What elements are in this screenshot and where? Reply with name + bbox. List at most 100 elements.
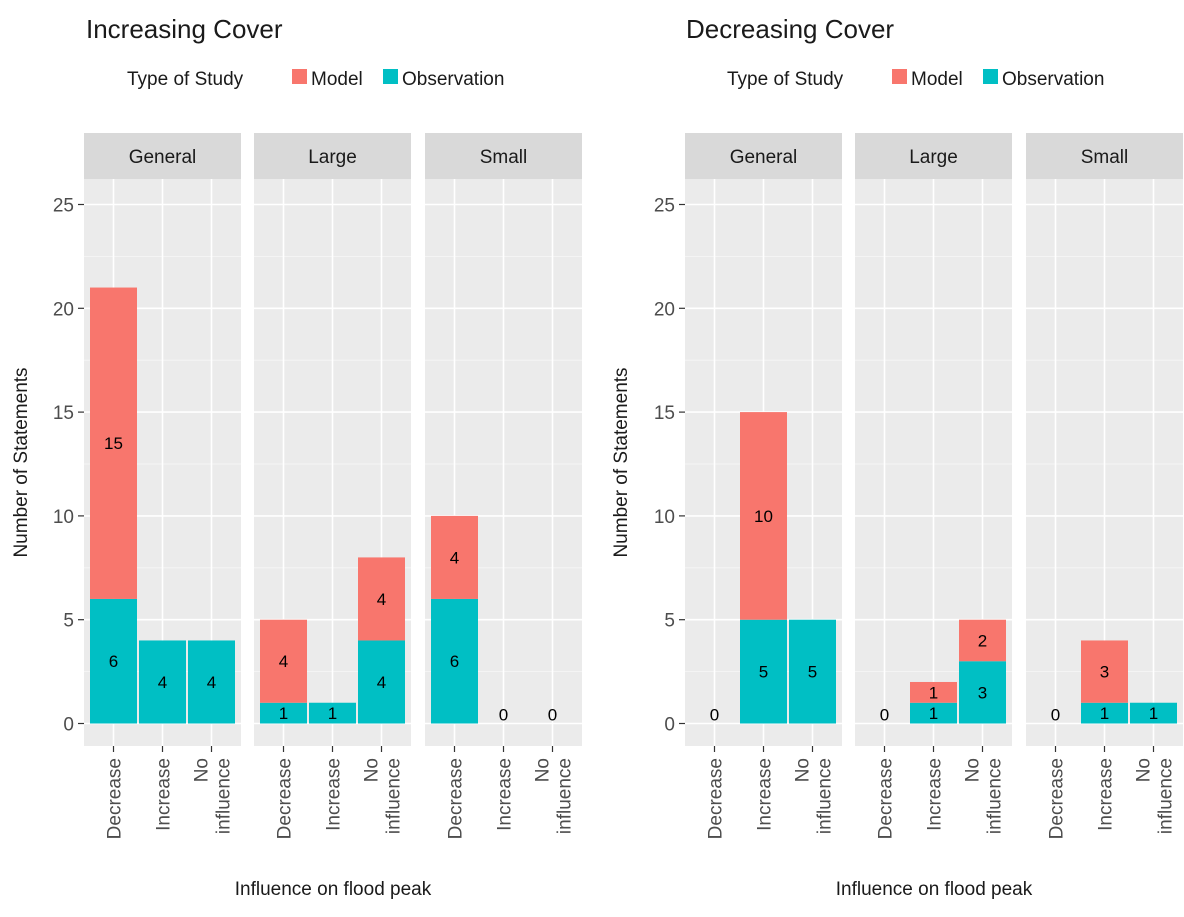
legend-title: Type of Study (127, 69, 244, 90)
y-tick-label: 20 (53, 299, 74, 320)
x-tick-label: Increase (1096, 758, 1117, 831)
bar-observation (260, 702, 307, 724)
bar-model (358, 557, 405, 641)
bar-model (1081, 640, 1128, 703)
bar-observation (1081, 702, 1128, 724)
bar-observation (740, 619, 787, 724)
facet-strip-label: Large (909, 147, 958, 168)
legend-title: Type of Study (727, 69, 844, 90)
facet-strip-label: Small (1081, 147, 1129, 168)
data-label: 3 (1100, 663, 1109, 682)
data-label: 10 (754, 507, 773, 526)
legend-swatch-observation (983, 69, 998, 84)
data-label: 0 (710, 706, 719, 725)
data-label: 1 (328, 704, 337, 723)
data-label: 0 (548, 706, 557, 725)
facet-strip (1026, 133, 1183, 179)
x-tick-label: influence (985, 758, 1006, 834)
data-label: 4 (158, 673, 167, 692)
data-label: 1 (929, 704, 938, 723)
data-label: 6 (450, 652, 459, 671)
legend: Type of Study Model Observation (127, 69, 504, 90)
bar-observation (1130, 702, 1177, 724)
legend-swatch-observation (383, 69, 398, 84)
legend-label-observation: Observation (402, 69, 504, 90)
x-tick-label: Increase (495, 758, 516, 831)
data-label: 2 (978, 631, 987, 650)
bar-model (260, 619, 307, 703)
data-label: 4 (377, 590, 386, 609)
data-label: 0 (880, 706, 889, 725)
x-tick-label: No (1134, 758, 1155, 782)
data-label: 1 (279, 704, 288, 723)
facet-strip-label: Small (480, 147, 528, 168)
chart-title: Decreasing Cover (686, 14, 894, 44)
facet-strip (254, 133, 411, 179)
bar-model (740, 412, 787, 620)
x-tick-label: Decrease (275, 758, 296, 839)
facet-strip-label: Large (308, 147, 357, 168)
x-tick-label: Decrease (706, 758, 727, 839)
data-label: 6 (109, 652, 118, 671)
y-tick-label: 25 (654, 196, 675, 217)
facet-large: Large 1 4 1 4 4 Decrease Increase No influence (254, 133, 411, 839)
y-axis-label: Number of Statements (611, 367, 632, 557)
y-tick-label: 10 (53, 507, 74, 528)
facet-small: Small 0 1 3 1 Decrease Increase No influence (1026, 133, 1183, 839)
legend-swatch-model (292, 69, 307, 84)
y-tick-label: 20 (654, 299, 675, 320)
x-tick-label: influence (815, 758, 836, 834)
facet-strip-label: General (730, 147, 798, 168)
x-tick-label: Increase (324, 758, 345, 831)
data-label: 1 (1149, 704, 1158, 723)
bar-observation (910, 702, 957, 724)
y-tick-label: 0 (63, 715, 74, 736)
legend-label-model: Model (911, 69, 963, 90)
facet-strip (855, 133, 1012, 179)
facet-large: Large 0 1 1 3 2 Decrease Increase No influence (855, 133, 1012, 839)
bar-model (431, 515, 478, 599)
x-tick-label: Decrease (446, 758, 467, 839)
y-tick-label: 10 (654, 507, 675, 528)
y-tick-label: 25 (53, 196, 74, 217)
x-axis-label: Influence on flood peak (836, 879, 1033, 900)
bar-observation (431, 598, 478, 724)
bar-model (90, 287, 137, 599)
facet-strip (84, 133, 241, 179)
y-tick-label: 5 (63, 611, 74, 632)
bar-observation (90, 598, 137, 724)
data-label: 4 (207, 673, 216, 692)
data-label: 4 (279, 652, 288, 671)
y-axis-label: Number of Statements (11, 367, 32, 557)
x-tick-label: influence (555, 758, 576, 834)
x-tick-label: Increase (755, 758, 776, 831)
x-tick-label: Increase (925, 758, 946, 831)
data-label: 5 (808, 663, 817, 682)
x-tick-label: influence (214, 758, 235, 834)
data-label: 4 (450, 548, 459, 567)
x-tick-label: No (963, 758, 984, 782)
x-tick-label: No (533, 758, 554, 782)
x-tick-label: influence (384, 758, 405, 834)
x-tick-label: Increase (154, 758, 175, 831)
facet-strip-label: General (129, 147, 197, 168)
facet-strip (425, 133, 582, 179)
bar-observation (188, 640, 235, 724)
facet-general: General 0 5 10 5 Decrease Increase No influence (685, 133, 842, 839)
data-label: 4 (377, 673, 386, 692)
data-label: 1 (1100, 704, 1109, 723)
bar-observation (789, 619, 836, 724)
y-tick-label: 15 (654, 403, 675, 424)
x-axis-label: Influence on flood peak (235, 879, 432, 900)
facet-small: Small 6 4 0 0 Decrease Increase No influence (425, 133, 582, 839)
chart-title: Increasing Cover (86, 14, 283, 44)
chart-1: Increasing Cover Type of Study Model Observ… (11, 14, 582, 900)
bar-observation (139, 640, 186, 724)
legend: Type of Study Model Observation (727, 69, 1104, 90)
facet-strip (685, 133, 842, 179)
data-label: 3 (978, 683, 987, 702)
y-tick-label: 0 (664, 715, 675, 736)
data-label: 0 (499, 706, 508, 725)
